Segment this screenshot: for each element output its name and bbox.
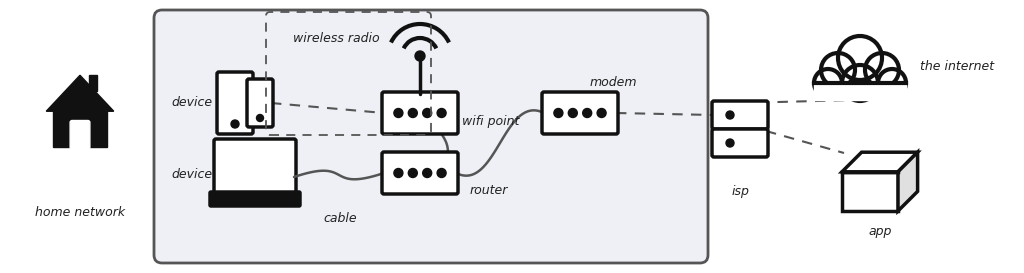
Polygon shape <box>898 152 918 211</box>
Circle shape <box>814 69 842 97</box>
Circle shape <box>878 69 906 97</box>
Circle shape <box>415 51 425 61</box>
Circle shape <box>597 108 606 117</box>
Circle shape <box>726 111 734 119</box>
Circle shape <box>583 108 592 117</box>
Circle shape <box>394 108 402 117</box>
Polygon shape <box>46 75 114 111</box>
Circle shape <box>842 65 878 101</box>
Circle shape <box>409 108 418 117</box>
Circle shape <box>423 168 432 177</box>
Polygon shape <box>89 75 97 91</box>
Text: device: device <box>172 168 213 182</box>
FancyBboxPatch shape <box>712 129 768 157</box>
FancyBboxPatch shape <box>154 10 708 263</box>
FancyBboxPatch shape <box>542 92 618 134</box>
Text: app: app <box>868 224 892 238</box>
Circle shape <box>231 120 239 128</box>
Circle shape <box>554 108 563 117</box>
FancyBboxPatch shape <box>217 72 253 134</box>
Text: modem: modem <box>590 76 638 90</box>
Text: the internet: the internet <box>920 60 994 73</box>
Text: wifi point: wifi point <box>462 114 519 127</box>
Circle shape <box>865 53 899 87</box>
Circle shape <box>821 53 855 87</box>
Circle shape <box>437 108 446 117</box>
Text: home network: home network <box>35 206 125 219</box>
Polygon shape <box>842 152 918 172</box>
Polygon shape <box>53 111 106 147</box>
Polygon shape <box>814 83 906 100</box>
FancyBboxPatch shape <box>382 92 458 134</box>
Text: isp: isp <box>731 185 749 197</box>
Circle shape <box>256 114 263 121</box>
FancyBboxPatch shape <box>70 120 90 149</box>
Circle shape <box>437 168 446 177</box>
Text: device: device <box>172 96 213 109</box>
Circle shape <box>838 36 882 80</box>
FancyBboxPatch shape <box>214 139 296 195</box>
Text: router: router <box>470 185 508 197</box>
Circle shape <box>423 108 432 117</box>
FancyBboxPatch shape <box>247 79 273 127</box>
Circle shape <box>568 108 578 117</box>
Circle shape <box>394 168 402 177</box>
FancyBboxPatch shape <box>210 192 300 206</box>
Polygon shape <box>842 172 898 211</box>
FancyBboxPatch shape <box>712 101 768 129</box>
FancyBboxPatch shape <box>382 152 458 194</box>
Circle shape <box>409 168 418 177</box>
Text: cable: cable <box>324 212 356 224</box>
Circle shape <box>726 139 734 147</box>
Text: wireless radio: wireless radio <box>293 31 380 44</box>
